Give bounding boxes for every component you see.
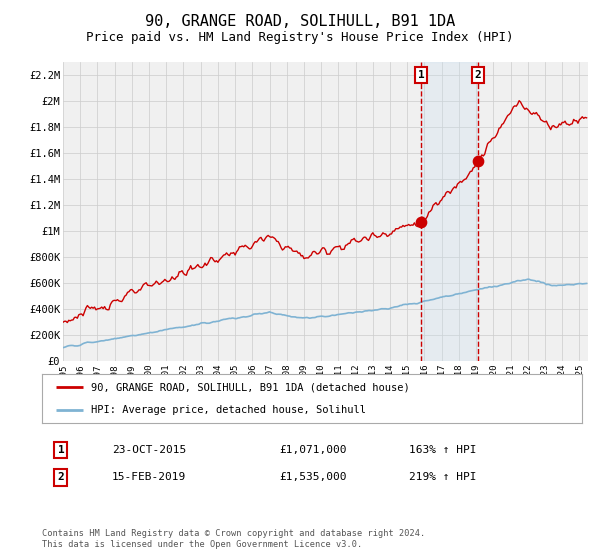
Text: 2: 2 xyxy=(58,473,64,482)
Text: £1,071,000: £1,071,000 xyxy=(280,445,347,455)
Text: 90, GRANGE ROAD, SOLIHULL, B91 1DA (detached house): 90, GRANGE ROAD, SOLIHULL, B91 1DA (deta… xyxy=(91,382,409,393)
Text: 1: 1 xyxy=(58,445,64,455)
Text: 2: 2 xyxy=(475,70,482,80)
Point xyxy=(473,157,483,166)
Text: 163% ↑ HPI: 163% ↑ HPI xyxy=(409,445,477,455)
Text: 15-FEB-2019: 15-FEB-2019 xyxy=(112,473,187,482)
Text: £1,535,000: £1,535,000 xyxy=(280,473,347,482)
Text: Contains HM Land Registry data © Crown copyright and database right 2024.
This d: Contains HM Land Registry data © Crown c… xyxy=(42,529,425,549)
Text: Price paid vs. HM Land Registry's House Price Index (HPI): Price paid vs. HM Land Registry's House … xyxy=(86,31,514,44)
Text: 90, GRANGE ROAD, SOLIHULL, B91 1DA: 90, GRANGE ROAD, SOLIHULL, B91 1DA xyxy=(145,14,455,29)
Point xyxy=(416,217,426,226)
Text: HPI: Average price, detached house, Solihull: HPI: Average price, detached house, Soli… xyxy=(91,405,365,416)
Bar xyxy=(421,62,478,361)
Text: 1: 1 xyxy=(418,70,425,80)
Text: 219% ↑ HPI: 219% ↑ HPI xyxy=(409,473,477,482)
Text: 23-OCT-2015: 23-OCT-2015 xyxy=(112,445,187,455)
